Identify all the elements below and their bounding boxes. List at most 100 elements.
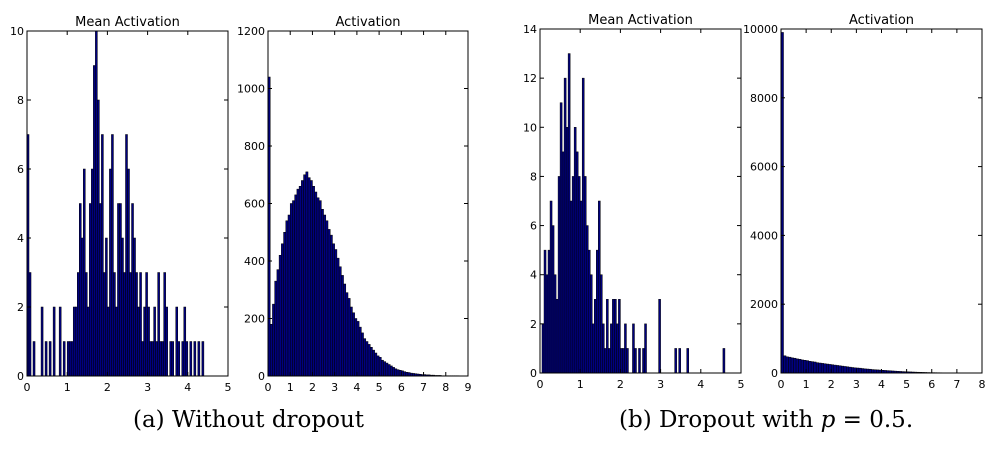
histogram-bar: [820, 363, 824, 374]
histogram-bar: [93, 65, 96, 377]
x-tick-label: 0: [778, 378, 785, 391]
histogram-bar: [836, 365, 840, 374]
histogram-bar: [383, 361, 387, 377]
histogram-bar: [813, 361, 817, 374]
histogram-bar: [354, 318, 358, 377]
histogram-bar: [298, 186, 302, 377]
histogram-bar: [369, 347, 373, 377]
histogram-bar: [610, 323, 613, 374]
y-tick-label: 6000: [750, 161, 778, 174]
histogram-bar: [105, 237, 108, 377]
histogram-bar: [823, 363, 827, 374]
histogram-bar: [343, 283, 347, 377]
histogram-bar: [278, 255, 282, 377]
histogram-bar: [145, 272, 148, 377]
x-tick-label: 1: [287, 381, 294, 394]
x-tick-label: 8: [979, 378, 986, 391]
y-tick-label: 4: [530, 269, 537, 282]
y-tick-label: 8000: [750, 92, 778, 105]
histogram-bar: [861, 368, 865, 374]
histogram-bar: [285, 220, 289, 377]
histogram-bar: [91, 168, 94, 377]
histogram-bar: [818, 362, 822, 374]
histogram-bar: [157, 272, 160, 377]
y-tick-label: 6: [17, 163, 24, 176]
histogram-bar: [783, 355, 787, 374]
histogram-bar: [83, 168, 86, 377]
histogram-bar: [381, 359, 384, 377]
histogram-bar: [301, 180, 304, 377]
histogram-bar: [77, 272, 80, 377]
histogram-bar: [95, 30, 98, 377]
histogram-bar: [559, 102, 563, 374]
histogram-bar: [798, 358, 802, 374]
x-tick-label: 3: [144, 381, 151, 394]
histogram-bar: [547, 249, 551, 374]
histogram-bar: [788, 356, 792, 374]
histogram-bar: [125, 134, 128, 377]
plot-frame: [26, 30, 229, 377]
histogram-bar: [825, 363, 829, 374]
histogram-bar: [592, 323, 595, 374]
histogram-bar: [543, 249, 547, 374]
histogram-bar: [183, 306, 187, 377]
chart-panel-a-activation: 0 1 2 3 4 5 6 7 8 9 0 200 400 600 800 1000 1200 Activatio…: [237, 15, 472, 394]
x-tick-label: 5: [903, 378, 910, 391]
chart-title: Mean Activation: [588, 13, 693, 28]
histogram-bar: [123, 272, 126, 377]
histogram-bar: [563, 77, 567, 374]
x-tick-label: 5: [376, 381, 383, 394]
x-tick-label: 7: [953, 378, 960, 391]
histogram-bar: [292, 200, 295, 377]
histogram-bar: [281, 243, 284, 377]
histogram-bar: [338, 266, 342, 377]
histogram-bar: [600, 274, 603, 374]
histogram-bar: [858, 367, 862, 374]
histogram-bar: [387, 364, 391, 377]
histogram-bar: [318, 200, 322, 377]
histogram-bar: [581, 77, 585, 374]
histogram-bar: [583, 176, 587, 374]
histogram-bar: [644, 323, 647, 374]
histogram-bar: [197, 341, 201, 377]
x-tick-label: 1: [803, 378, 810, 391]
histogram-bar: [327, 229, 331, 377]
histogram-bar: [303, 174, 307, 377]
histogram-bar: [189, 341, 193, 377]
chart-panel-a-mean-activation: 0 1 2 3 4 5 0 2 4 6 8 10 Mean Activation: [10, 15, 232, 394]
y-tick-label: 1000: [237, 83, 265, 96]
histogram-bar: [161, 341, 164, 377]
caption-dropout-variable: p: [820, 407, 836, 433]
y-tick-label: 0: [771, 367, 778, 380]
y-tick-label: 14: [523, 23, 537, 36]
histogram-bar: [103, 272, 106, 377]
histogram-bar: [602, 323, 605, 374]
histogram-bar: [177, 341, 181, 377]
histogram-bar: [309, 180, 313, 377]
caption-dropout: (b) Dropout with p = 0.5.: [619, 407, 913, 433]
x-tick-label: 3: [853, 378, 860, 391]
histogram-bar: [307, 177, 311, 377]
histogram-bar: [316, 197, 320, 377]
chart-title: Activation: [849, 13, 914, 28]
y-tick-label: 400: [244, 255, 265, 268]
histogram-bar: [117, 203, 120, 377]
histogram-bar: [44, 341, 48, 377]
histogram-bar: [541, 323, 545, 374]
histogram-bar: [722, 348, 726, 374]
histogram-bar: [175, 306, 179, 377]
x-tick-label: 5: [738, 378, 745, 391]
y-tick-label: 0: [530, 367, 537, 380]
histogram-bar: [608, 348, 611, 374]
histogram-bar: [551, 225, 555, 374]
y-tick-label: 200: [244, 313, 265, 326]
histogram-bar: [163, 272, 166, 377]
histogram-bar: [159, 341, 162, 377]
caption-dropout-prefix: (b) Dropout with: [619, 407, 821, 433]
histogram-bar: [674, 348, 677, 374]
histogram-bar: [575, 151, 579, 374]
histogram-bar: [165, 306, 168, 377]
histogram-bar: [336, 257, 340, 377]
histogram-bar: [62, 341, 66, 377]
